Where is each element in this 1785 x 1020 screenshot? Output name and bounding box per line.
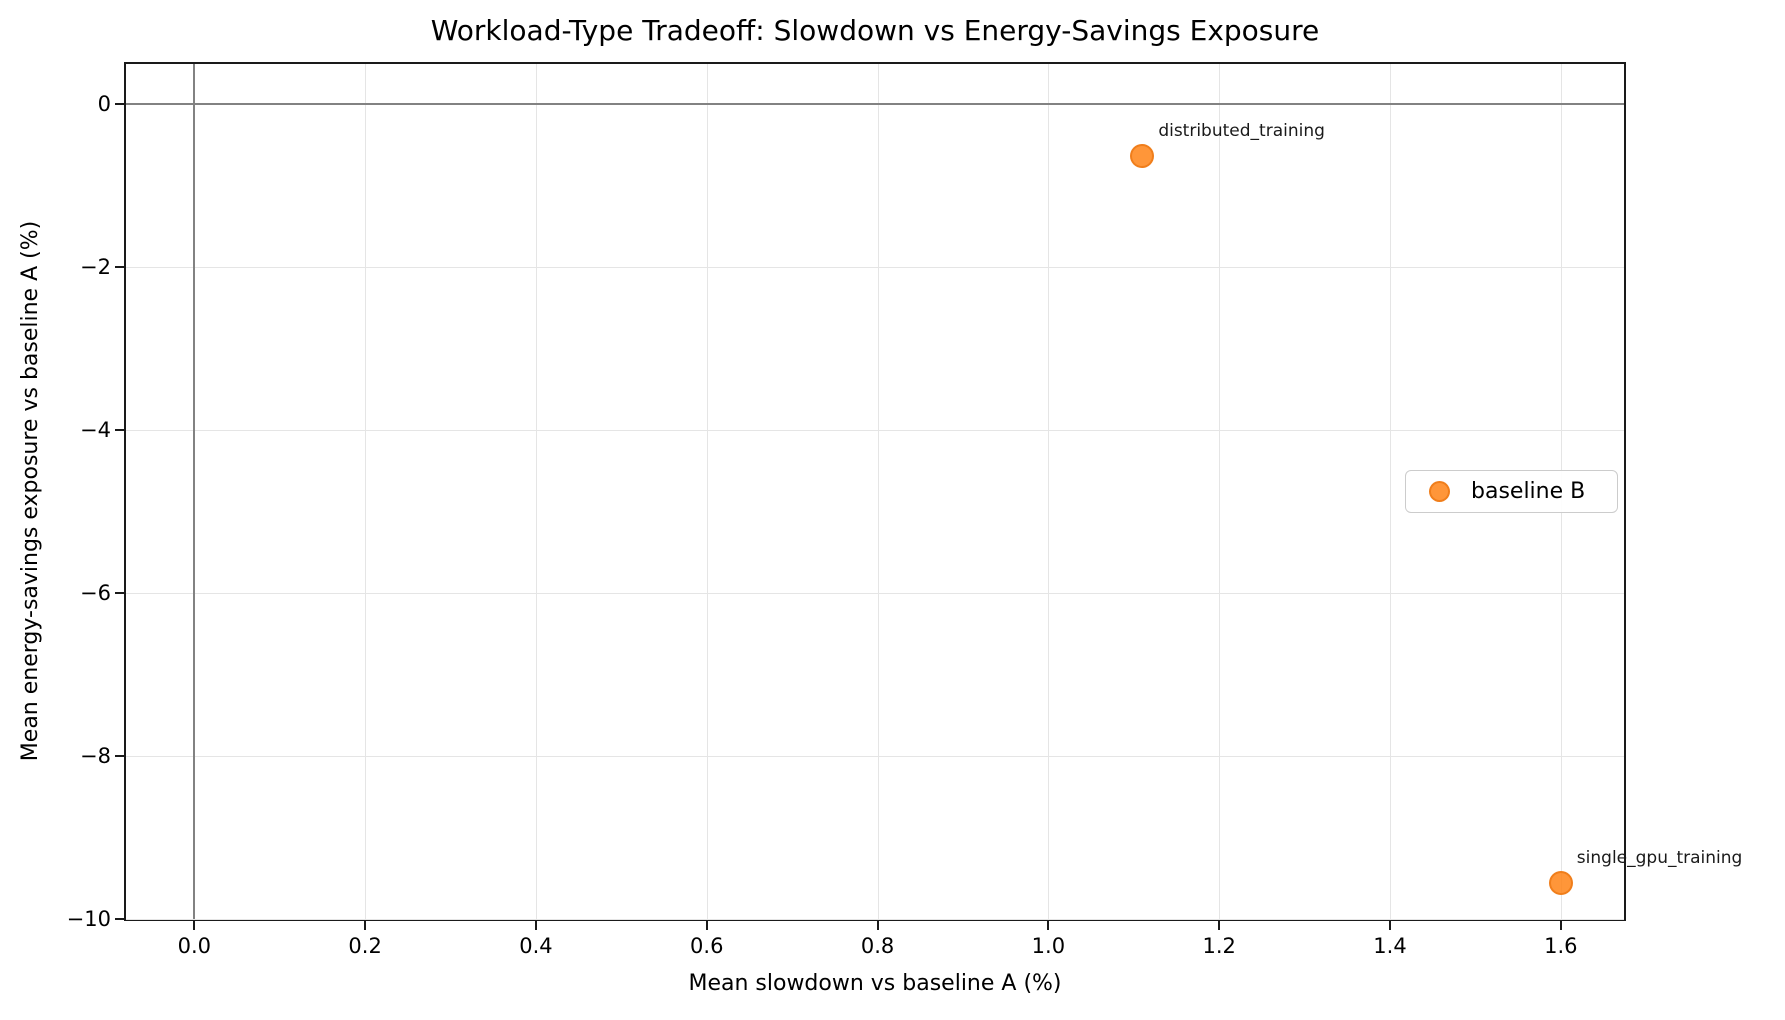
plot-area: distributed_training single_gpu_training (124, 62, 1742, 921)
x-tick-mark (1218, 921, 1221, 930)
gridline-vertical (706, 64, 708, 919)
gridline-vertical (365, 64, 367, 919)
legend-entry-label: baseline B (1471, 479, 1586, 504)
x-tick-mark (1388, 921, 1391, 930)
scatter-point-single_gpu_training (1548, 871, 1573, 896)
y-tick-label: −4 (80, 417, 111, 442)
gridline-horizontal (126, 266, 1624, 268)
point-annotation-single_gpu_training: single_gpu_training (1576, 848, 1743, 869)
x-tick-mark (364, 921, 367, 930)
x-tick-label: 1.4 (1373, 934, 1407, 958)
x-tick-mark (1047, 921, 1050, 930)
y-tick-label: −6 (80, 580, 111, 605)
x-tick-label: 0.4 (519, 934, 553, 958)
y-tick-mark (115, 428, 124, 431)
x-tick-label: 0.2 (348, 934, 382, 958)
x-tick-mark (1559, 921, 1562, 930)
y-axis-label: Mean energy-savings exposure vs baseline… (18, 220, 43, 762)
gridline-horizontal (126, 592, 1624, 594)
gridline-horizontal (126, 429, 1624, 431)
x-tick-mark (193, 921, 196, 930)
x-tick-label: 1.0 (1031, 934, 1066, 958)
scatter-point-distributed_training (1130, 144, 1155, 169)
y-tick-mark (115, 918, 124, 920)
gridline-vertical (877, 64, 879, 919)
y-tick-mark (115, 265, 124, 268)
y-tick-label: 0 (97, 91, 111, 116)
x-tick-label: 1.6 (1544, 934, 1578, 958)
y-tick-mark (115, 754, 124, 757)
point-annotation-distributed_training: distributed_training (1158, 121, 1325, 142)
legend-marker-icon (1429, 481, 1450, 502)
gridline-horizontal (126, 755, 1624, 757)
y-tick-mark (115, 591, 124, 594)
gridline-horizontal (126, 919, 1624, 920)
x-tick-label: 0.0 (177, 934, 212, 958)
x-tick-label: 0.6 (690, 934, 724, 958)
gridline-vertical (1219, 64, 1221, 919)
legend: baseline B (1405, 470, 1618, 513)
gridline-vertical (1389, 64, 1391, 919)
x-tick-mark (876, 921, 879, 930)
y-tick-label: −2 (80, 254, 111, 279)
x-tick-mark (705, 921, 708, 930)
y-tick-label: −10 (66, 907, 111, 931)
chart-title: Workload-Type Tradeoff: Slowdown vs Ener… (430, 14, 1320, 47)
gridline-vertical (535, 64, 537, 919)
gridline-vertical (1048, 64, 1050, 919)
x-tick-label: 1.2 (1202, 934, 1236, 958)
y-tick-label: −8 (80, 743, 111, 768)
x-axis-label: Mean slowdown vs baseline A (%) (688, 971, 1062, 996)
x-tick-label: 0.8 (860, 934, 895, 958)
zero-reference-line-horizontal (126, 102, 1624, 105)
x-tick-mark (534, 921, 537, 930)
y-tick-mark (115, 102, 124, 105)
zero-reference-line-vertical (193, 64, 196, 919)
